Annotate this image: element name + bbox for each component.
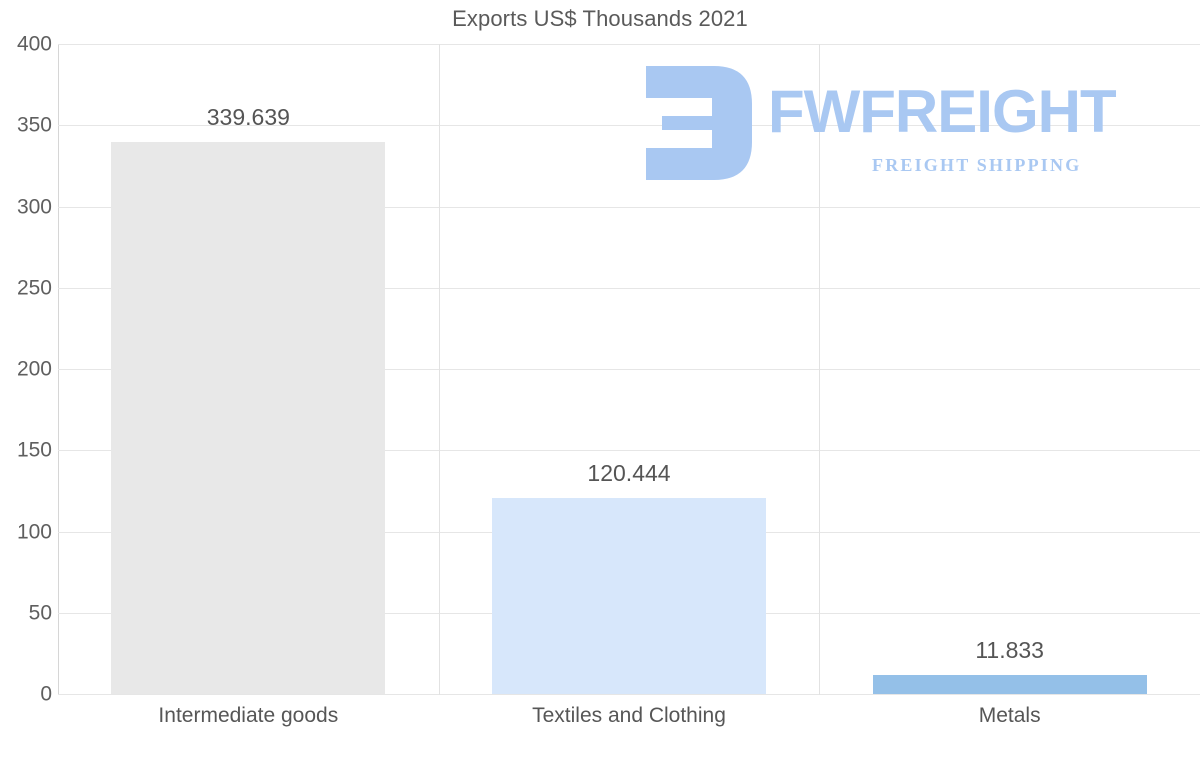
- x-axis-tick-label: Metals: [978, 704, 1041, 727]
- y-axis-tick-label: 0: [40, 682, 52, 706]
- bar[interactable]: [872, 674, 1147, 694]
- y-axis-tick-label: 150: [16, 438, 52, 462]
- gridline-vertical: [438, 44, 440, 695]
- y-axis-tick-label: 400: [16, 32, 52, 56]
- bar-value-label: 11.833: [975, 636, 1044, 663]
- y-axis-tick-label: 300: [16, 195, 52, 218]
- gridline-horizontal: [58, 287, 1200, 289]
- y-axis-tick-label: 200: [16, 357, 52, 381]
- bar[interactable]: [111, 142, 386, 694]
- gridline-vertical: [819, 44, 821, 695]
- chart-title: Exports US$ Thousands 2021: [452, 6, 748, 31]
- x-axis-tick-label: Intermediate goods: [158, 704, 339, 727]
- gridline-horizontal: [58, 694, 1200, 695]
- gridline-horizontal: [58, 44, 1200, 45]
- y-axis-ticks: 400 350 300 250 200 150 100 50 0: [0, 0, 52, 763]
- x-axis-tick-label: Textiles and Clothing: [532, 704, 726, 727]
- bars-layer: [58, 44, 1200, 694]
- bar-value-label: 120.444: [587, 460, 671, 487]
- y-axis-tick-label: 50: [28, 601, 52, 625]
- gridline-horizontal: [58, 450, 1200, 452]
- y-axis-tick-label: 350: [16, 113, 52, 137]
- gridline-horizontal: [58, 206, 1200, 208]
- y-axis-tick-label: 100: [16, 520, 52, 543]
- gridline-horizontal: [58, 369, 1200, 370]
- bar[interactable]: [491, 498, 767, 694]
- y-axis-tick-label: 250: [16, 276, 52, 300]
- bar-value-label: 339.639: [206, 104, 290, 131]
- gridline-horizontal: [58, 125, 1200, 127]
